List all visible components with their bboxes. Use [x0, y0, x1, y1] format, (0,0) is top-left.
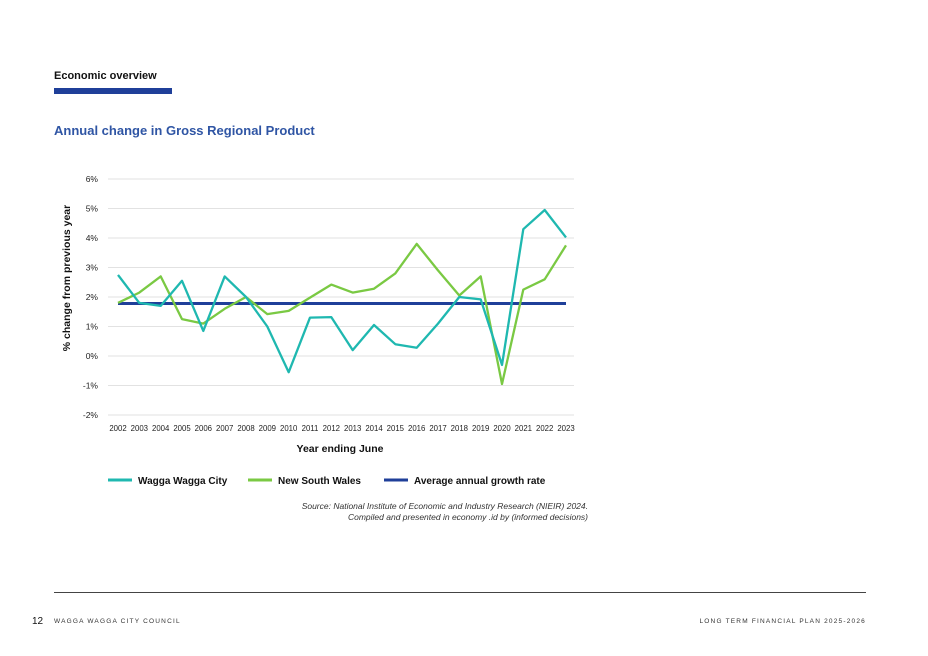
chart-title: Annual change in Gross Regional Product [54, 123, 315, 138]
source-line-1: Source: National Institute of Economic a… [301, 501, 588, 511]
x-tick-label: 2014 [365, 424, 383, 433]
x-tick-label: 2004 [152, 424, 170, 433]
x-tick-label: 2023 [557, 424, 574, 433]
footer-document-title: LONG TERM FINANCIAL PLAN 2025-2026 [699, 618, 866, 625]
x-axis-label: Year ending June [297, 443, 384, 455]
y-axis-label: % change from previous year [61, 205, 73, 351]
x-axis-ticks: 2002 2003 2004 2005 2006 2007 2008 2009 2010 2011… [109, 424, 574, 433]
x-tick-label: 2009 [259, 424, 276, 433]
x-tick-label: 2011 [302, 424, 319, 433]
footer-divider [54, 592, 866, 593]
page-number: 12 [32, 616, 44, 627]
chart-series-lines [117, 208, 567, 386]
chart-gridlines [108, 178, 574, 416]
section-label: Economic overview [54, 70, 157, 82]
y-tick-label: 0% [86, 351, 99, 361]
y-tick-label: -1% [83, 381, 99, 391]
legend-label: New South Wales [278, 476, 361, 487]
x-tick-label: 2016 [408, 424, 425, 433]
y-tick-label: 1% [86, 322, 99, 332]
chart-legend: Wagga Wagga City New South Wales Average a… [108, 476, 546, 487]
x-tick-label: 2015 [387, 424, 405, 433]
y-tick-label: 5% [86, 204, 99, 214]
x-tick-label: 2007 [216, 424, 233, 433]
x-tick-label: 2020 [493, 424, 511, 433]
x-tick-label: 2017 [429, 424, 446, 433]
source-line-2: Compiled and presented in economy .id by… [347, 512, 588, 522]
series-line-new-south-wales [117, 242, 567, 386]
y-tick-label: -2% [83, 410, 99, 420]
x-tick-label: 2005 [173, 424, 191, 433]
x-tick-label: 2002 [109, 424, 126, 433]
x-tick-label: 2008 [237, 424, 254, 433]
x-tick-label: 2022 [536, 424, 553, 433]
x-tick-label: 2021 [515, 424, 532, 433]
legend-label: Average annual growth rate [414, 476, 546, 487]
footer-organisation: WAGGA WAGGA CITY COUNCIL [54, 618, 181, 625]
legend-label: Wagga Wagga City [138, 476, 228, 487]
x-tick-label: 2018 [451, 424, 468, 433]
x-tick-label: 2013 [344, 424, 361, 433]
y-tick-label: 6% [86, 174, 99, 184]
x-tick-label: 2019 [472, 424, 489, 433]
y-tick-label: 2% [86, 292, 99, 302]
x-tick-label: 2003 [131, 424, 148, 433]
y-axis-ticks: -2% -1% 0% 1% 2% 3% 4% 5% 6% [83, 174, 99, 420]
y-tick-label: 3% [86, 263, 99, 273]
y-tick-label: 4% [86, 233, 99, 243]
section-underline [54, 88, 172, 94]
x-tick-label: 2010 [280, 424, 298, 433]
x-tick-label: 2006 [195, 424, 212, 433]
source-note: Source: National Institute of Economic a… [240, 501, 588, 523]
series-line-wagga-wagga-city [117, 208, 567, 374]
x-tick-label: 2012 [323, 424, 340, 433]
